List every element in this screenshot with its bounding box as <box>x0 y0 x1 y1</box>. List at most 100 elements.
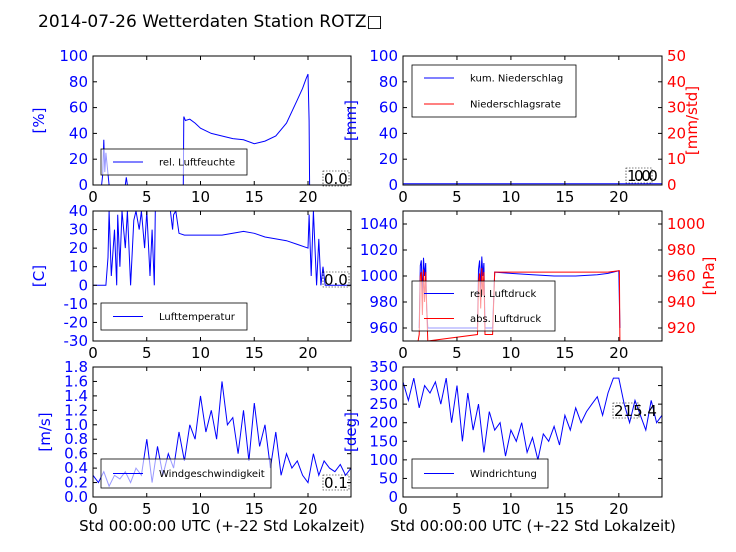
y-tick-label: 60 <box>69 99 88 117</box>
x-tick-label: 15 <box>245 188 264 206</box>
y-tick-label: 0.0 <box>64 488 88 506</box>
y-tick-label: -10 <box>64 295 89 313</box>
series-line-temperature-0 <box>93 211 351 286</box>
x-tick-label: 0 <box>88 344 98 362</box>
y-tick-label: -20 <box>64 313 89 331</box>
y-tick-label: 60 <box>379 99 398 117</box>
legend-label: Windgeschwindigkeit <box>159 469 265 480</box>
y-axis-label: [deg] <box>342 412 360 452</box>
legend-label: rel. Luftfeuchte <box>159 158 235 169</box>
plot-frame <box>92 210 352 342</box>
x-tick-label: 20 <box>609 500 628 518</box>
y-tick-label: 350 <box>369 358 398 376</box>
y-tick-label: 1040 <box>360 215 398 233</box>
y-tick-label: 0 <box>78 276 88 294</box>
value-box-frame <box>322 474 350 491</box>
legend-label: rel. Luftdruck <box>470 289 536 300</box>
y-tick-label: 40 <box>69 124 88 142</box>
x-tick-label: 20 <box>298 344 317 362</box>
y-tick-label: 100 <box>369 47 398 65</box>
value-box-frame <box>322 170 350 187</box>
value-box-text: 0.0 <box>324 170 348 188</box>
legend-label: abs. Luftdruck <box>470 314 541 325</box>
plot-frame <box>92 366 352 498</box>
y-tick-label: 20 <box>379 150 398 168</box>
y2-tick-label: 0 <box>667 176 677 194</box>
x-tick-label: 15 <box>555 188 574 206</box>
x-tick-label: 5 <box>142 344 152 362</box>
x-tick-label: 20 <box>609 344 628 362</box>
y-tick-label: 250 <box>369 395 398 413</box>
x-tick-label: 15 <box>555 500 574 518</box>
x-tick-label: 5 <box>142 188 152 206</box>
series-line-pressure-0 <box>418 256 621 329</box>
legend-label: Lufttemperatur <box>159 312 236 323</box>
x-tick-label: 0 <box>398 188 408 206</box>
legend-label: kum. Niederschlag <box>470 74 563 85</box>
x-tick-label: 20 <box>298 188 317 206</box>
y2-axis-label: [mm/std] <box>683 86 701 155</box>
y-tick-label: 980 <box>369 293 398 311</box>
y-tick-label: 0 <box>78 176 88 194</box>
panel-humidity: 0 5 10 15 20 0 20 40 60 80 100 [%] rel. Luftfeuchte 0… <box>30 47 352 206</box>
x-tick-label: 10 <box>501 500 520 518</box>
y-axis-label: [mm] <box>342 100 360 141</box>
x-tick-label: 15 <box>245 500 264 518</box>
y-tick-label: 1.8 <box>64 358 88 376</box>
x-tick-label: 20 <box>609 188 628 206</box>
y-tick-label: 30 <box>69 221 88 239</box>
y-tick-label: 0 <box>388 488 398 506</box>
y2-tick-label: 980 <box>667 241 696 259</box>
y2-tick-label: 30 <box>667 99 686 117</box>
x-tick-label: 10 <box>191 188 210 206</box>
y-tick-label: 1020 <box>360 241 398 259</box>
x-axis-label-left: Std 00:00:00 UTC (+-22 Std Lokalzeit) <box>79 517 365 535</box>
panel-pressure: 0 5 10 15 20 960 980 1000 1020 1040 920 940 960 980 10… <box>360 210 718 362</box>
y-tick-label: 0 <box>388 176 398 194</box>
y-tick-label: 50 <box>379 469 398 487</box>
x-tick-label: 20 <box>298 500 317 518</box>
y-tick-label: 80 <box>69 73 88 91</box>
y-tick-label: 960 <box>369 319 398 337</box>
y-axis-label: [C] <box>30 265 48 287</box>
legend-box <box>411 280 556 332</box>
panel-wind-speed: 0 5 10 15 20 0.00.20.40.60.81.01.21.41.61.8 [m… <box>36 358 352 518</box>
legend-box <box>411 64 577 118</box>
x-tick-label: 15 <box>245 344 264 362</box>
x-tick-label: 10 <box>501 188 520 206</box>
value-box-frame <box>322 271 350 288</box>
x-tick-label: 5 <box>142 500 152 518</box>
y-tick-label: 1.4 <box>64 387 88 405</box>
x-tick-label: 5 <box>452 188 462 206</box>
y2-tick-label: 40 <box>667 73 686 91</box>
plot-frame <box>402 366 663 498</box>
panel-precipitation: 0 5 10 15 20 0 20 40 60 80 100 0 10 20 30 40 50 [mm] [mm/s… <box>342 47 701 206</box>
y-tick-label: 80 <box>379 73 398 91</box>
y-tick-label: 100 <box>59 47 88 65</box>
panel-temperature: 0 5 10 15 20-30-20-10010203040[C]Lufttempera… <box>30 202 352 362</box>
series-line-wind-direction-0 <box>403 377 662 461</box>
panel-wind-direction: 0 5 10 15 20050100150200250300350[deg]Windri… <box>342 358 663 518</box>
value-box-text: 215.4 <box>614 402 657 420</box>
plot-frame <box>402 55 663 186</box>
y2-tick-label: 10 <box>667 150 686 168</box>
x-tick-label: 5 <box>452 344 462 362</box>
value-box-frame <box>612 402 640 419</box>
x-tick-label: 0 <box>398 500 408 518</box>
y-tick-label: 1000 <box>360 267 398 285</box>
x-tick-label: 15 <box>555 344 574 362</box>
y-tick-label: 40 <box>379 124 398 142</box>
y-tick-label: 20 <box>69 239 88 257</box>
y-axis-label: [%] <box>30 108 48 134</box>
y2-axis-label: [hPa] <box>700 257 718 296</box>
y2-tick-label: 960 <box>667 267 696 285</box>
x-tick-label: 10 <box>191 344 210 362</box>
y-tick-label: 40 <box>69 202 88 220</box>
y-tick-label: 100 <box>369 451 398 469</box>
value-box-text: 0.0 <box>634 167 658 185</box>
y2-tick-label: 920 <box>667 319 696 337</box>
figure-title: 2014-07-26 Wetterdaten Station ROTZ□ <box>38 12 383 32</box>
y-tick-label: 20 <box>69 150 88 168</box>
y2-tick-label: 1000 <box>667 215 705 233</box>
